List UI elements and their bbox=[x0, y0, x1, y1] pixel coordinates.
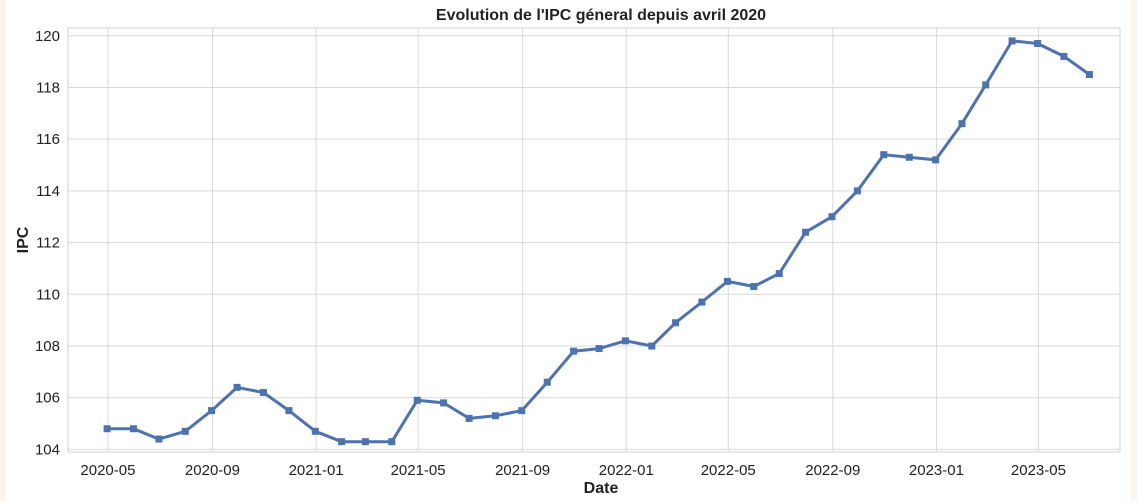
data-point bbox=[775, 270, 783, 278]
data-point bbox=[932, 156, 940, 164]
y-tick-label: 112 bbox=[36, 235, 60, 252]
chart-title: Evolution de l'IPC géneral depuis avril … bbox=[436, 7, 766, 24]
x-tick-label: 2022-05 bbox=[701, 462, 756, 479]
data-point bbox=[413, 396, 421, 404]
data-point bbox=[518, 407, 526, 415]
data-point bbox=[853, 187, 861, 195]
x-tick-label: 2021-05 bbox=[391, 462, 446, 479]
data-point bbox=[311, 427, 319, 435]
chart-figure: 104 106 108 110 112 114 116 118 120 2020-05 2020-… bbox=[6, 0, 1131, 501]
data-point bbox=[570, 347, 578, 355]
x-tick-label: 2022-09 bbox=[805, 462, 860, 479]
data-point bbox=[1008, 37, 1016, 45]
data-point bbox=[1060, 52, 1068, 60]
data-point bbox=[181, 427, 189, 435]
data-point bbox=[338, 438, 346, 446]
data-point bbox=[958, 120, 966, 128]
y-axis-title: IPC bbox=[15, 226, 32, 253]
data-point bbox=[285, 407, 293, 415]
data-point bbox=[208, 407, 216, 415]
data-point bbox=[388, 438, 396, 446]
data-point bbox=[723, 277, 731, 285]
x-gridlines bbox=[107, 28, 1039, 452]
ipc-series-markers bbox=[103, 37, 1093, 446]
y-tick-label: 108 bbox=[35, 338, 60, 355]
data-point bbox=[465, 414, 473, 422]
data-point bbox=[905, 153, 913, 161]
y-tick-label: 116 bbox=[36, 131, 60, 148]
y-tick-label: 114 bbox=[36, 183, 60, 200]
data-point bbox=[750, 283, 758, 291]
x-tick-label: 2021-01 bbox=[289, 462, 344, 479]
data-point bbox=[361, 438, 369, 446]
y-tick-labels: 104 106 108 110 112 114 116 118 120 bbox=[35, 28, 60, 459]
data-point bbox=[543, 378, 551, 386]
data-point bbox=[155, 435, 163, 443]
data-point bbox=[595, 345, 603, 353]
data-point bbox=[802, 228, 810, 236]
x-tick-label: 2020-05 bbox=[80, 462, 135, 479]
data-point bbox=[621, 337, 629, 345]
x-tick-label: 2023-05 bbox=[1011, 462, 1066, 479]
data-point bbox=[103, 425, 111, 433]
y-tick-label: 106 bbox=[35, 390, 60, 407]
data-point bbox=[1085, 71, 1093, 79]
data-point bbox=[1034, 40, 1042, 48]
y-tick-label: 104 bbox=[35, 441, 60, 458]
data-point bbox=[129, 425, 137, 433]
x-tick-label: 2021-09 bbox=[495, 462, 550, 479]
y-tick-label: 118 bbox=[36, 79, 60, 96]
x-tick-label: 2022-01 bbox=[599, 462, 654, 479]
x-tick-label: 2023-01 bbox=[909, 462, 964, 479]
y-gridlines bbox=[68, 35, 1120, 450]
x-axis-title: Date bbox=[584, 480, 619, 497]
data-point bbox=[648, 342, 656, 350]
data-point bbox=[880, 151, 888, 159]
data-point bbox=[982, 81, 990, 89]
x-tick-label: 2020-09 bbox=[185, 462, 240, 479]
plot-area bbox=[67, 27, 1121, 453]
data-point bbox=[698, 298, 706, 306]
x-tick-labels: 2020-05 2020-09 2021-01 2021-05 2021-09 2022-… bbox=[80, 462, 1066, 479]
y-tick-label: 110 bbox=[36, 286, 60, 303]
data-point bbox=[828, 213, 836, 221]
data-point bbox=[440, 399, 448, 407]
y-tick-label: 120 bbox=[35, 28, 60, 45]
data-point bbox=[491, 412, 499, 420]
data-point bbox=[672, 319, 680, 327]
data-point bbox=[233, 383, 241, 391]
data-point bbox=[259, 389, 267, 397]
